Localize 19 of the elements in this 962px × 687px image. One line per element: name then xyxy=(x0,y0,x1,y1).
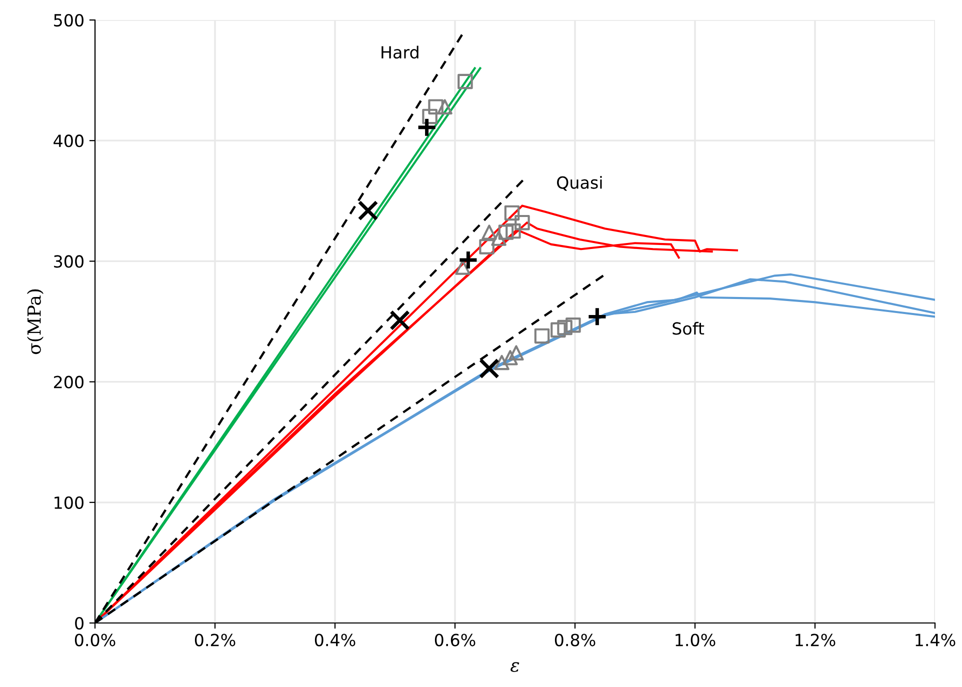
x-tick-label: 0.6% xyxy=(434,634,476,646)
x-tick-label: 1.0% xyxy=(676,634,716,646)
y-tick-label: 300 xyxy=(54,255,84,268)
y-tick-label: 400 xyxy=(54,134,84,148)
x-tick-label: 0.4% xyxy=(314,634,356,646)
annotation: Quasi xyxy=(557,176,602,191)
x-axis-title: ε xyxy=(510,662,520,672)
y-tick-label: 500 xyxy=(54,14,84,27)
annotation: Soft xyxy=(672,322,704,335)
x-tick-label: 0.2% xyxy=(194,634,236,646)
y-tick-label: 100 xyxy=(54,496,84,509)
x-tick-label: 0.0% xyxy=(74,634,116,646)
x-tick-label: 0.8% xyxy=(554,634,596,646)
y-axis-title: σ(MPa) xyxy=(26,289,44,354)
annotation: Hard xyxy=(382,46,418,59)
x-tick-label: 1.2% xyxy=(796,634,836,646)
x-tick-label: 1.4% xyxy=(916,634,956,646)
y-tick-label: 200 xyxy=(54,376,84,388)
y-tick-label: 0 xyxy=(75,616,84,630)
